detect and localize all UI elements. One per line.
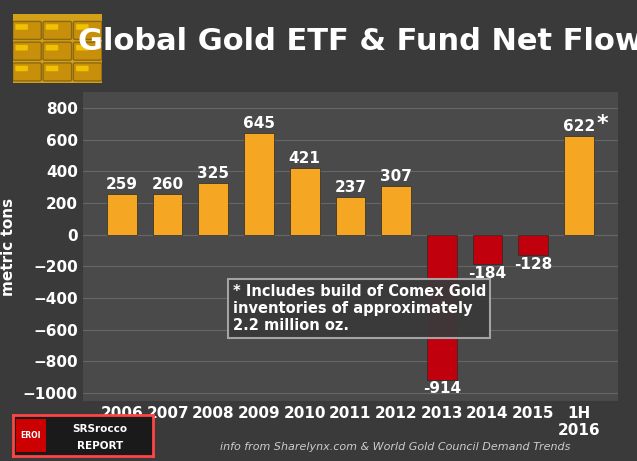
Bar	[244, 133, 274, 235]
FancyBboxPatch shape	[76, 45, 89, 51]
Bar	[336, 197, 365, 235]
FancyBboxPatch shape	[76, 66, 89, 71]
Bar	[290, 168, 320, 235]
FancyBboxPatch shape	[73, 42, 102, 60]
Bar	[381, 186, 411, 235]
FancyBboxPatch shape	[43, 42, 71, 60]
FancyBboxPatch shape	[43, 63, 71, 81]
FancyBboxPatch shape	[46, 66, 58, 71]
Text: 260: 260	[152, 177, 183, 192]
FancyBboxPatch shape	[15, 419, 47, 452]
Text: -184: -184	[468, 266, 506, 281]
Text: *: *	[596, 114, 608, 134]
Bar	[153, 194, 182, 235]
Text: 622: 622	[562, 119, 595, 134]
FancyBboxPatch shape	[46, 24, 58, 30]
Y-axis label: metric tons: metric tons	[1, 198, 16, 296]
Text: 237: 237	[334, 180, 366, 195]
Text: info from Sharelynx.com & World Gold Council Demand Trends: info from Sharelynx.com & World Gold Cou…	[220, 442, 570, 452]
Text: Global Gold ETF & Fund Net Flows: Global Gold ETF & Fund Net Flows	[78, 27, 637, 56]
FancyBboxPatch shape	[13, 42, 41, 60]
Text: 325: 325	[197, 166, 229, 181]
FancyBboxPatch shape	[13, 63, 41, 81]
FancyBboxPatch shape	[76, 24, 89, 30]
Text: 645: 645	[243, 116, 275, 130]
FancyBboxPatch shape	[15, 66, 28, 71]
Text: 259: 259	[106, 177, 138, 192]
FancyBboxPatch shape	[73, 22, 102, 40]
Bar	[107, 194, 137, 235]
FancyBboxPatch shape	[43, 22, 71, 40]
Text: * Includes build of Comex Gold
inventories of approximately
2.2 million oz.: * Includes build of Comex Gold inventori…	[233, 284, 486, 333]
Bar	[427, 235, 457, 379]
Text: SRSrocco: SRSrocco	[72, 425, 127, 434]
Bar	[199, 183, 228, 235]
Text: 421: 421	[289, 151, 320, 166]
Text: 307: 307	[380, 169, 412, 184]
Bar	[473, 235, 502, 264]
FancyBboxPatch shape	[13, 22, 41, 40]
Text: REPORT: REPORT	[76, 441, 123, 451]
Bar	[564, 136, 594, 235]
FancyBboxPatch shape	[73, 63, 102, 81]
Text: -914: -914	[422, 381, 461, 396]
FancyBboxPatch shape	[15, 24, 28, 30]
Bar	[519, 235, 548, 255]
Text: EROI: EROI	[21, 431, 41, 440]
FancyBboxPatch shape	[15, 45, 28, 51]
Text: -128: -128	[514, 257, 552, 272]
FancyBboxPatch shape	[46, 45, 58, 51]
